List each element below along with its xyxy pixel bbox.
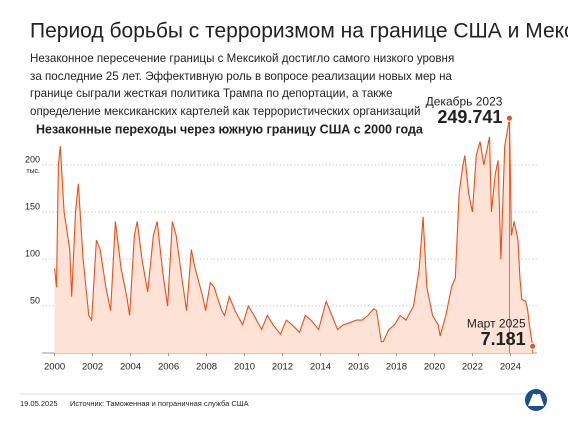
x-tick-label: 2016 xyxy=(348,362,369,373)
area xyxy=(54,118,533,353)
x-tick-label: 2020 xyxy=(424,362,445,373)
y-tick-label: 150 xyxy=(25,201,40,211)
x-tick-label: 2012 xyxy=(272,362,293,373)
x-tick-label: 2010 xyxy=(234,362,255,373)
x-tick-label: 2018 xyxy=(386,362,407,373)
annotation-date: Декабрь 2023 xyxy=(426,94,503,108)
chart-title: Период борьбы с терроризмом на границе С… xyxy=(30,20,568,43)
x-tick-label: 2008 xyxy=(196,362,217,373)
x-tick-label: 2000 xyxy=(44,362,65,373)
x-tick-label: 2006 xyxy=(158,362,179,373)
y-tick-label: 200 xyxy=(25,154,40,164)
value-label: 7.181 xyxy=(481,329,526,349)
line xyxy=(54,118,534,347)
logo xyxy=(525,389,547,411)
x-tick-label: 2004 xyxy=(120,362,141,373)
y-tick-label: 100 xyxy=(25,248,40,258)
footer-date: 19.05.2025 xyxy=(20,399,58,408)
value-label: 249.741 xyxy=(437,107,502,127)
y-unit: тыс. xyxy=(26,168,40,175)
y-tick-label: 50 xyxy=(30,295,40,305)
chart-subtitle: Незаконные переходы через южную границу … xyxy=(36,122,424,136)
x-tick-label: 2014 xyxy=(310,362,331,373)
chart-description: Незаконное пересечение границы с Мексико… xyxy=(30,52,455,118)
highlight-point xyxy=(505,114,513,122)
x-tick-label: 2002 xyxy=(82,362,103,373)
highlight-point xyxy=(529,342,537,350)
footer-source: Источник: Таможенная и пограничная служб… xyxy=(70,399,249,408)
x-tick-label: 2024 xyxy=(500,362,521,373)
x-tick-label: 2022 xyxy=(462,362,483,373)
annotation-date: Март 2025 xyxy=(467,316,526,330)
